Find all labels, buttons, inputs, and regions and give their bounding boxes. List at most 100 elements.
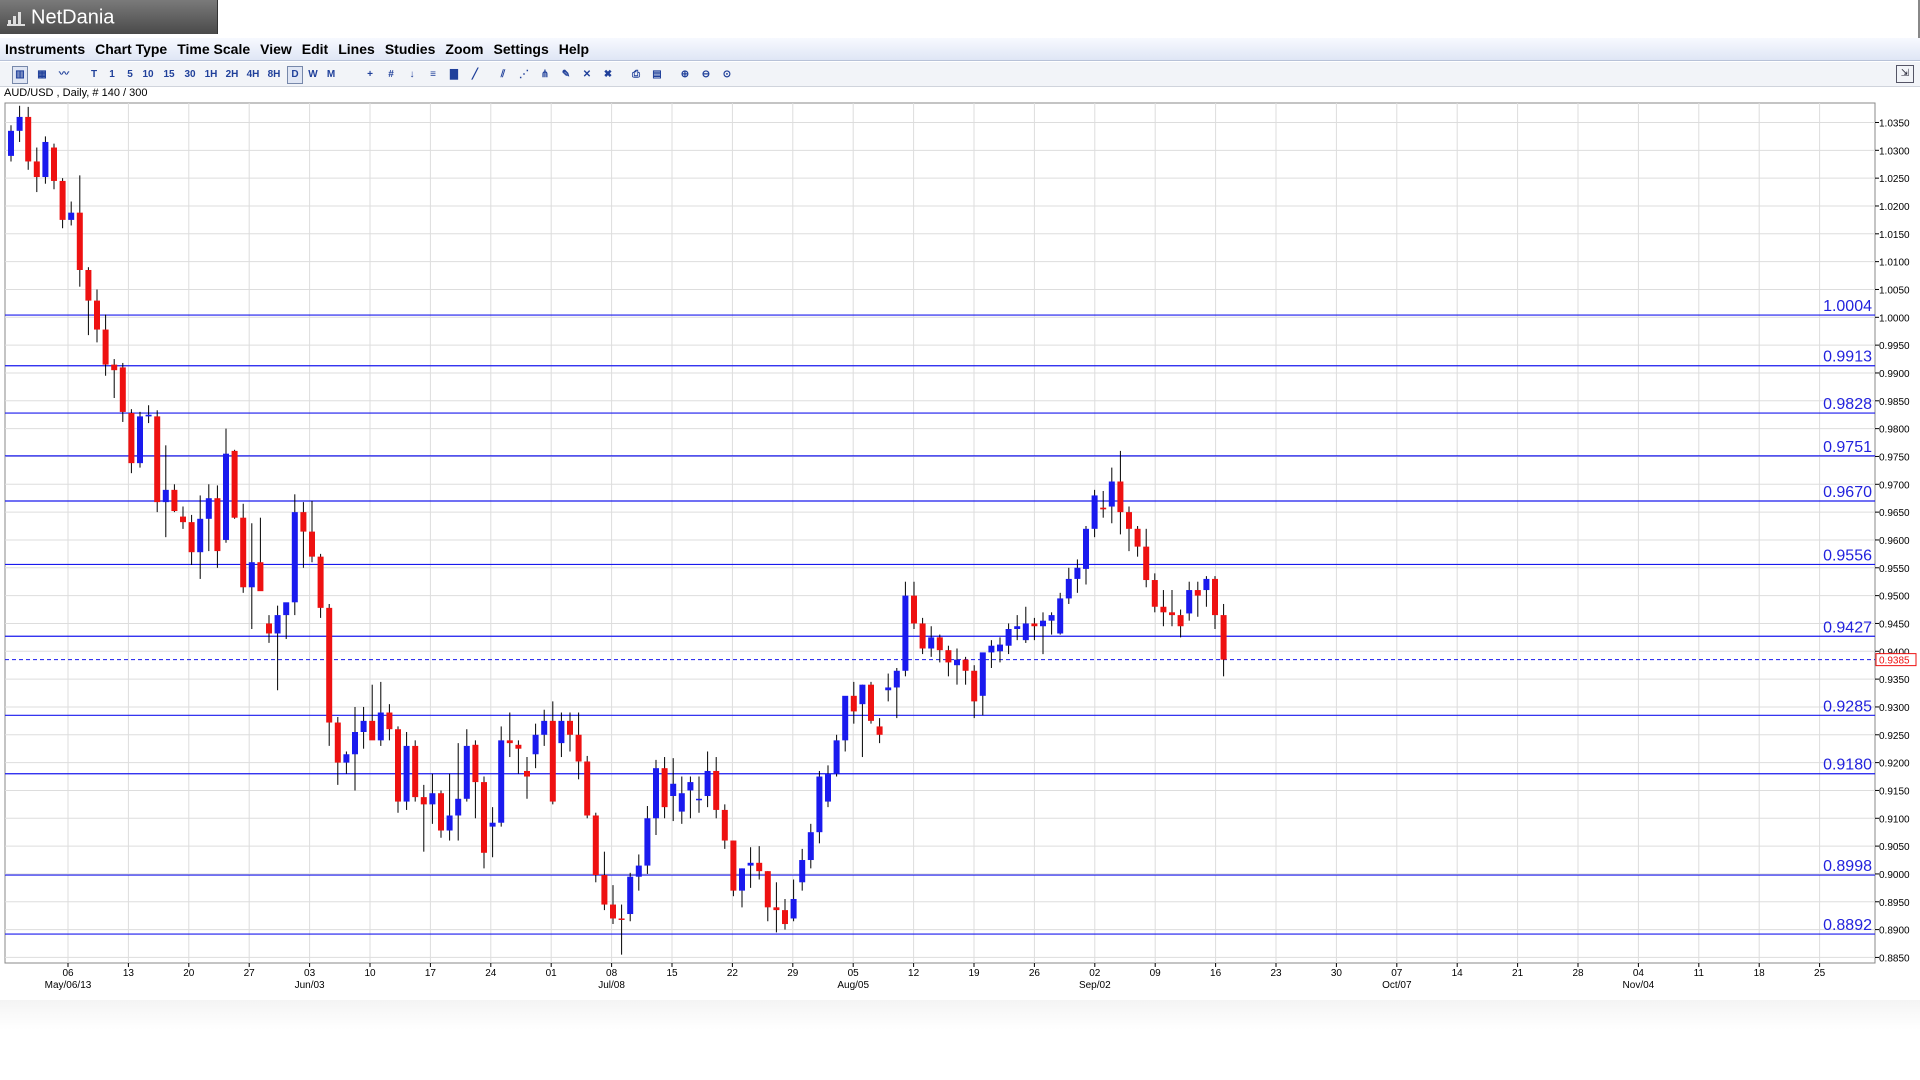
timeframe-15-button[interactable]: 15 — [163, 69, 175, 80]
line-chart-icon[interactable]: 〰 — [59, 69, 69, 80]
candle-up — [1065, 578, 1072, 599]
x-month-label: Jun/03 — [295, 980, 325, 991]
delete-line-icon[interactable]: ✎ — [561, 69, 571, 80]
candle-up — [696, 798, 702, 801]
trendline-icon[interactable]: ╱ — [471, 69, 479, 80]
y-tick-label: 0.9250 — [1879, 731, 1910, 742]
candle-down — [180, 516, 186, 523]
menu-view[interactable]: View — [260, 41, 292, 57]
candle-up — [739, 868, 745, 891]
fan-icon[interactable]: ⋰ — [519, 69, 529, 80]
channel-icon[interactable]: ⫽ — [500, 69, 506, 80]
candle-up — [1005, 629, 1012, 646]
pitchfork-icon[interactable]: ⋔ — [540, 69, 550, 80]
timeframe-2h-button[interactable]: 2H — [225, 69, 239, 80]
candle-up — [455, 798, 462, 816]
zoom-in-icon[interactable]: ⊕ — [680, 69, 690, 80]
arrow-down-icon[interactable]: ↓ — [409, 69, 415, 80]
candle-down — [575, 734, 582, 762]
candle-up — [1083, 528, 1089, 569]
delete-icon[interactable]: ✕ — [582, 69, 592, 80]
y-tick-label: 1.0150 — [1879, 230, 1910, 241]
candle-up — [635, 865, 642, 877]
candle-down — [326, 607, 333, 723]
candle-up — [704, 770, 711, 797]
y-tick-label: 0.9200 — [1879, 759, 1910, 770]
y-tick-label: 0.9350 — [1879, 675, 1910, 686]
candle-chart-icon[interactable]: ▦ — [37, 69, 47, 80]
menu-studies[interactable]: Studies — [384, 41, 436, 57]
instrument-label: AUD/USD , Daily, # 140 / 300 — [4, 87, 148, 99]
level-label: 0.9751 — [1823, 439, 1872, 456]
x-tick-label: 20 — [183, 968, 195, 979]
menu-bar: Instruments Chart Type Time Scale View Edit L… — [0, 38, 1920, 61]
menu-edit[interactable]: Edit — [301, 41, 329, 57]
y-tick-label: 0.9050 — [1879, 842, 1910, 853]
timeframe-10-button[interactable]: 10 — [142, 69, 154, 80]
candle-up — [360, 720, 367, 732]
timeframe-w-button[interactable]: W — [308, 69, 318, 80]
timeframe-8h-button[interactable]: 8H — [267, 69, 281, 80]
volume-icon[interactable]: ▇ — [450, 69, 458, 80]
candle-up — [446, 815, 453, 831]
candle-down — [481, 782, 487, 853]
timeframe-1h-button[interactable]: 1H — [204, 69, 218, 80]
candle-up — [205, 498, 212, 519]
menu-zoom[interactable]: Zoom — [445, 41, 484, 57]
menu-time-scale[interactable]: Time Scale — [177, 41, 251, 57]
candle-down — [1143, 546, 1150, 581]
candle-down — [171, 489, 178, 512]
timeframe-m-button[interactable]: M — [326, 69, 336, 80]
candle-down — [919, 623, 926, 649]
candle-up — [816, 776, 823, 833]
window-edge — [1918, 0, 1920, 40]
menu-instruments[interactable]: Instruments — [5, 41, 86, 57]
candle-up — [274, 615, 281, 634]
y-tick-label: 0.9000 — [1879, 870, 1910, 881]
print-icon[interactable]: ⎙ — [632, 69, 640, 80]
timeframe-d-button[interactable]: D — [287, 66, 303, 84]
candle-up — [842, 695, 849, 741]
menu-lines[interactable]: Lines — [338, 41, 375, 57]
x-month-label: Aug/05 — [837, 980, 869, 991]
candle-down — [386, 712, 393, 730]
x-month-label: May/06/13 — [45, 980, 92, 991]
x-month-label: Oct/07 — [1382, 980, 1412, 991]
candle-up — [377, 712, 384, 741]
candle-up — [833, 740, 840, 774]
x-tick-label: 15 — [666, 968, 678, 979]
candle-down — [730, 840, 737, 891]
candle-down — [111, 364, 118, 371]
print-preview-icon[interactable]: ▤ — [652, 69, 662, 80]
fibonacci-icon[interactable]: ≡ — [430, 69, 436, 80]
candle-up — [1014, 626, 1021, 630]
zoom-out-icon[interactable]: ⊖ — [701, 69, 711, 80]
panel-toggle-icon[interactable]: ⇲ — [1896, 65, 1914, 83]
grid-icon[interactable]: # — [388, 69, 394, 80]
timeframe-t-button[interactable]: T — [90, 69, 98, 80]
crosshair-icon[interactable]: + — [367, 69, 373, 80]
candle-up — [541, 720, 548, 735]
candle-down — [76, 212, 83, 270]
candle-up — [291, 512, 298, 603]
candle-down — [317, 556, 324, 608]
timeframe-1-button[interactable]: 1 — [109, 69, 115, 80]
timeframe-4h-button[interactable]: 4H — [246, 69, 260, 80]
candle-down — [756, 862, 763, 872]
timeframe-30-button[interactable]: 30 — [184, 69, 196, 80]
x-tick-label: 14 — [1452, 968, 1464, 979]
candle-down — [721, 809, 728, 841]
candle-down — [395, 729, 401, 802]
level-label: 1.0004 — [1823, 298, 1872, 315]
menu-settings[interactable]: Settings — [493, 41, 549, 57]
level-label: 0.9556 — [1823, 547, 1872, 564]
zoom-reset-icon[interactable]: ⊙ — [722, 69, 732, 80]
timeframe-5-button[interactable]: 5 — [127, 69, 133, 80]
price-chart[interactable]: 1.0350 1.0300 1.0250 1.0200 1.0150 1.0100 1.00… — [0, 0, 1920, 1000]
y-tick-label: 0.9100 — [1879, 814, 1910, 825]
delete-all-icon[interactable]: ✖ — [603, 69, 613, 80]
menu-chart-type[interactable]: Chart Type — [95, 41, 168, 57]
level-label: 0.9285 — [1823, 698, 1872, 715]
menu-help[interactable]: Help — [558, 41, 590, 57]
bar-chart-icon[interactable]: ▥ — [12, 66, 28, 84]
